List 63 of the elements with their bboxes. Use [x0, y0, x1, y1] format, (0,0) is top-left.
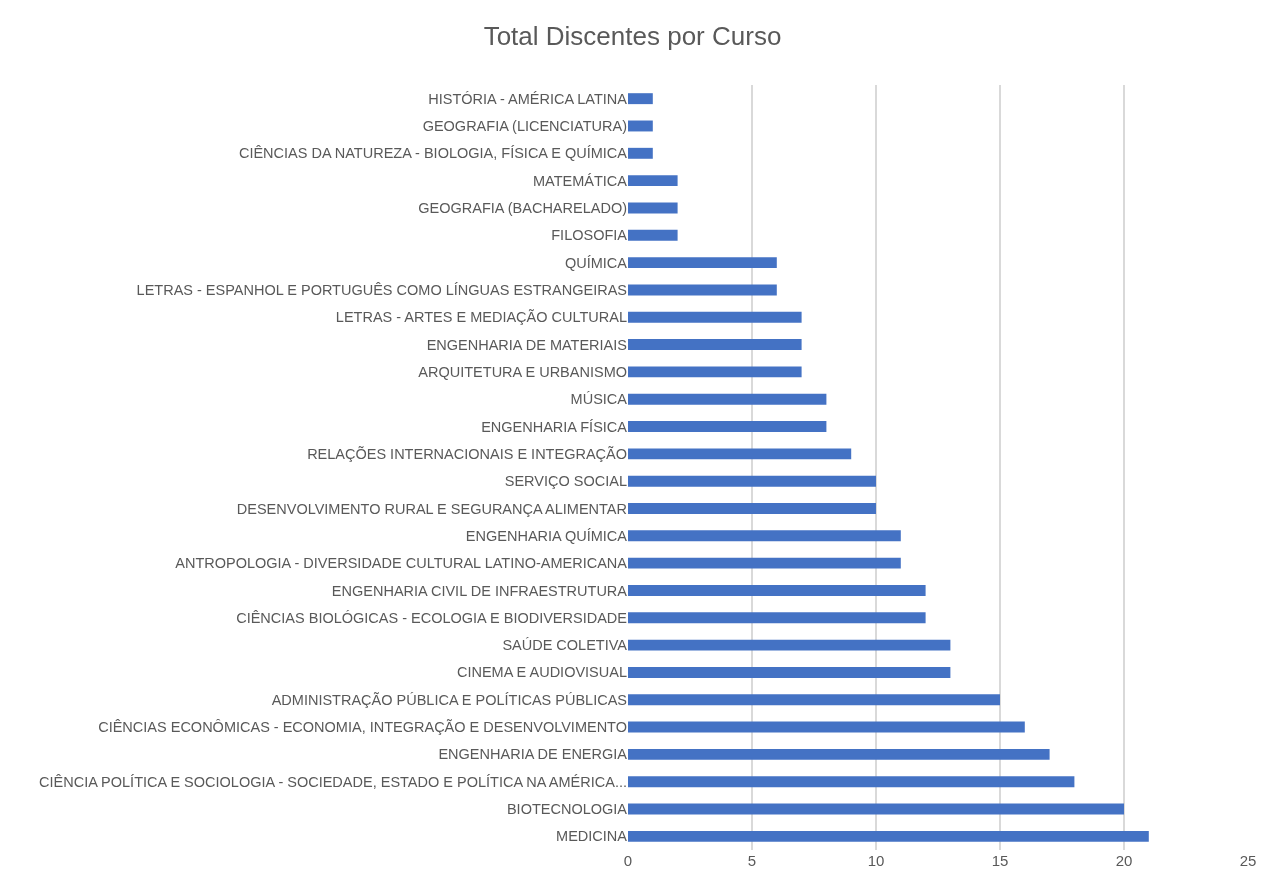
bar	[628, 830, 1149, 842]
bar	[628, 393, 827, 405]
x-tick-label: 25	[1239, 852, 1257, 869]
y-tick-label: CIÊNCIAS ECONÔMICAS - ECONOMIA, INTEGRAÇÃO E DESENVOLVIMENTO	[98, 719, 627, 736]
bar	[628, 366, 802, 378]
y-tick-label: HISTÓRIA - AMÉRICA LATINA	[428, 90, 628, 107]
y-tick-label: ENGENHARIA FÍSICA	[481, 418, 628, 435]
chart-title: Total Discentes por Curso	[483, 20, 782, 51]
y-tick-label: GEOGRAFIA (BACHARELADO)	[418, 200, 627, 217]
y-tick-label: RELAÇÕES INTERNACIONAIS E INTEGRAÇÃO	[307, 445, 627, 462]
y-tick-label: LETRAS - ARTES E MEDIAÇÃO CULTURAL	[335, 309, 627, 326]
bar	[628, 721, 1025, 733]
bar	[628, 339, 802, 351]
y-tick-label: ENGENHARIA DE MATERIAIS	[426, 336, 627, 353]
bar	[628, 639, 951, 651]
y-tick-label: SAÚDE COLETIVA	[502, 637, 628, 654]
y-tick-label: ENGENHARIA QUÍMICA	[465, 527, 628, 544]
y-tick-label: CIÊNCIA POLÍTICA E SOCIOLOGIA - SOCIEDADE, ESTADO E POLÍTICA NA AMÉRICA...	[39, 773, 627, 790]
bar	[628, 147, 653, 159]
bar	[628, 694, 1000, 706]
bar	[628, 448, 852, 460]
y-tick-label: ANTROPOLOGIA - DIVERSIDADE CULTURAL LATINO-AMERICANA	[175, 555, 628, 572]
y-tick-label: QUÍMICA	[564, 254, 628, 271]
x-tick-label: 5	[747, 852, 757, 869]
y-tick-label: MATEMÁTICA	[533, 172, 628, 189]
x-tick-label: 20	[1115, 852, 1133, 869]
bar	[628, 284, 777, 296]
bar	[628, 475, 876, 487]
y-tick-label: ENGENHARIA CIVIL DE INFRAESTRUTURA	[331, 582, 628, 599]
bar	[628, 612, 926, 624]
y-tick-label: CINEMA E AUDIOVISUAL	[456, 664, 627, 681]
y-tick-label: LETRAS - ESPANHOL E PORTUGUÊS COMO LÍNGUAS ESTRANGEIRAS	[136, 281, 627, 298]
y-tick-label: FILOSOFIA	[551, 227, 628, 244]
bar	[628, 175, 678, 187]
bar	[628, 120, 653, 132]
bar	[628, 776, 1075, 788]
bar	[628, 311, 802, 323]
bar	[628, 257, 777, 269]
y-tick-label: CIÊNCIAS DA NATUREZA - BIOLOGIA, FÍSICA E QUÍMICA	[238, 145, 628, 162]
bar	[628, 530, 901, 542]
y-tick-label: MEDICINA	[556, 828, 628, 845]
y-tick-label: BIOTECNOLOGIA	[506, 801, 628, 818]
bar	[628, 666, 951, 678]
bar	[628, 748, 1050, 760]
bar	[628, 229, 678, 241]
bar	[628, 421, 827, 432]
bar	[628, 503, 876, 514]
y-tick-label: GEOGRAFIA (LICENCIATURA)	[422, 118, 627, 135]
bar	[628, 557, 901, 569]
bar	[628, 202, 678, 214]
x-tick-label: 0	[623, 852, 633, 869]
y-tick-label: MÚSICA	[570, 391, 628, 408]
y-tick-label: ENGENHARIA DE ENERGIA	[438, 746, 628, 763]
x-tick-label: 10	[867, 852, 885, 869]
bar	[628, 93, 653, 105]
bar	[628, 584, 926, 596]
bar	[628, 803, 1124, 815]
y-tick-label: SERVIÇO SOCIAL	[504, 473, 627, 490]
x-tick-label: 15	[991, 852, 1009, 869]
y-tick-label: CIÊNCIAS BIOLÓGICAS - ECOLOGIA E BIODIVERSIDADE	[236, 609, 628, 626]
y-tick-label: ADMINISTRAÇÃO PÚBLICA E POLÍTICAS PÚBLICAS	[271, 691, 627, 708]
y-tick-label: ARQUITETURA E URBANISMO	[418, 363, 627, 380]
y-tick-label: DESENVOLVIMENTO RURAL E SEGURANÇA ALIMENTAR	[236, 500, 627, 517]
